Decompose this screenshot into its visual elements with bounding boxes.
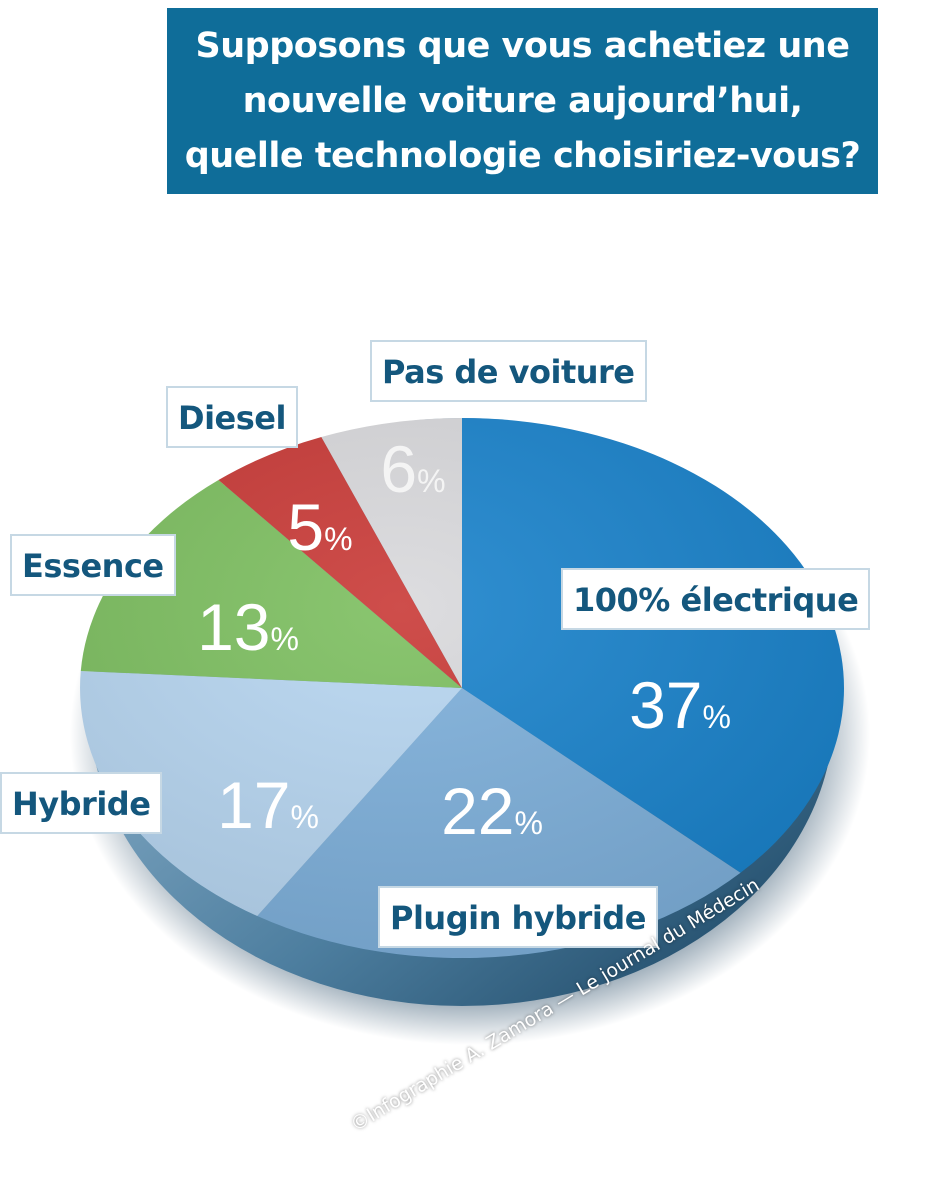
title-banner: Supposons que vous achetiez une nouvelle…	[167, 8, 878, 194]
category-label-electrique: 100% électrique	[561, 568, 871, 630]
category-label-hybride: Hybride	[0, 772, 163, 834]
category-label-essence: Essence	[10, 534, 176, 596]
category-label-pas-de-voiture: Pas de voiture	[370, 340, 647, 402]
category-label-plugin-hybride: Plugin hybride	[378, 886, 658, 948]
pct-label-plugin-hybride: 22%	[441, 774, 543, 848]
pct-label-essence: 13%	[197, 590, 299, 664]
chart-title: Supposons que vous achetiez une nouvelle…	[184, 25, 861, 176]
pct-label-hybride: 17%	[217, 768, 319, 842]
pct-label-electrique: 37%	[629, 668, 731, 742]
category-label-diesel: Diesel	[166, 386, 298, 448]
pct-label-diesel: 5%	[287, 490, 353, 564]
pct-label-pas-de-voiture: 6%	[380, 432, 446, 506]
pie-shine	[80, 418, 844, 958]
